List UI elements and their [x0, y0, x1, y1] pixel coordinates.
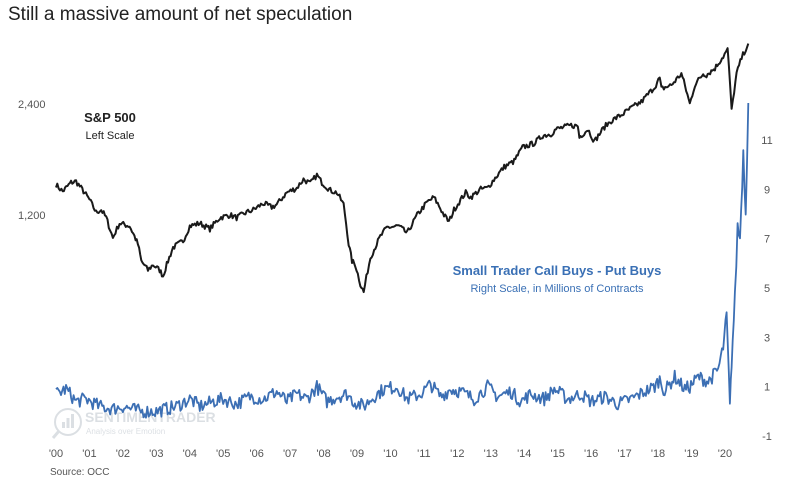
x-tick-label: '16: [584, 448, 598, 460]
right-tick-label: 3: [764, 332, 770, 344]
x-tick-label: '06: [250, 448, 264, 460]
watermark-tagline: Analysis over Emotion: [86, 427, 165, 436]
right-tick-label: 5: [764, 283, 770, 295]
right-tick-label: 11: [761, 135, 772, 147]
right-tick-label: 9: [764, 184, 770, 196]
left-tick-label: 2,400: [18, 99, 46, 111]
flow-annotation-subtitle: Right Scale, in Millions of Contracts: [470, 283, 644, 295]
right-tick-label: 7: [764, 234, 770, 246]
x-tick-label: '14: [517, 448, 531, 460]
x-tick-label: '18: [651, 448, 665, 460]
x-tick-label: '11: [417, 448, 431, 460]
spx-series-line: [55, 43, 750, 294]
right-tick-label: -1: [762, 431, 772, 443]
chart-title: Still a massive amount of net speculatio…: [8, 4, 353, 25]
x-tick-label: '13: [484, 448, 498, 460]
flow-annotation-title: Small Trader Call Buys - Put Buys: [453, 263, 662, 278]
left-tick-label: 1,200: [18, 210, 46, 222]
x-tick-label: '09: [350, 448, 364, 460]
x-tick-label: '02: [116, 448, 130, 460]
x-tick-label: '12: [450, 448, 464, 460]
x-tick-label: '01: [82, 448, 96, 460]
x-tick-label: '07: [283, 448, 297, 460]
right-tick-label: 1: [764, 382, 770, 394]
x-axis-ticks: '00 '01 '02 '03 '04 '05 '06 '07 '08 '09 '10 '11 '12 '…: [49, 448, 732, 460]
left-axis-ticks: 1,200 2,400: [18, 99, 46, 222]
x-tick-label: '05: [216, 448, 230, 460]
x-tick-label: '15: [551, 448, 565, 460]
x-tick-label: '04: [183, 448, 197, 460]
x-tick-label: '03: [149, 448, 163, 460]
source-note: Source: OCC: [50, 467, 110, 478]
spx-annotation-title: S&P 500: [84, 110, 136, 125]
x-tick-label: '17: [617, 448, 631, 460]
sentimentrader-logo: SENTIMENTRADER Analysis over Emotion: [51, 408, 216, 439]
x-tick-label: '19: [684, 448, 698, 460]
call-put-series-line: [55, 102, 750, 419]
watermark-name: SENTIMENTRADER: [85, 409, 216, 425]
x-tick-label: '08: [316, 448, 330, 460]
x-tick-label: '10: [383, 448, 397, 460]
right-axis-ticks: -1 1 3 5 7 9 11: [761, 135, 772, 443]
spx-annotation-subtitle: Left Scale: [86, 130, 135, 142]
x-tick-label: '00: [49, 448, 63, 460]
x-tick-label: '20: [718, 448, 732, 460]
